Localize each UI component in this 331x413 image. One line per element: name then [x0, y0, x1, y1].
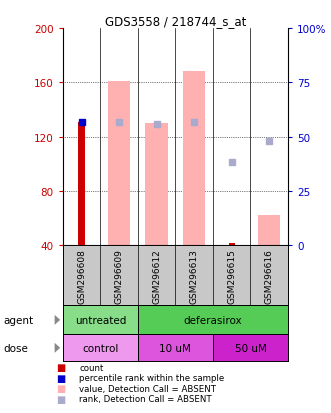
Text: ■: ■ [56, 373, 66, 383]
Text: 10 uM: 10 uM [160, 343, 191, 353]
Text: GSM296609: GSM296609 [115, 248, 124, 303]
Text: 50 uM: 50 uM [235, 343, 266, 353]
Bar [63, 335, 138, 361]
Text: untreated: untreated [75, 315, 126, 325]
Bar [183, 72, 206, 246]
Text: count: count [79, 363, 104, 372]
Bar [138, 335, 213, 361]
Text: value, Detection Call = ABSENT: value, Detection Call = ABSENT [79, 384, 216, 393]
Text: GSM296608: GSM296608 [77, 248, 86, 303]
Text: control: control [82, 343, 118, 353]
Bar [78, 122, 85, 246]
Text: ■: ■ [56, 383, 66, 393]
Text: GSM296616: GSM296616 [265, 248, 274, 303]
Title: GDS3558 / 218744_s_at: GDS3558 / 218744_s_at [105, 15, 246, 28]
Text: ■: ■ [56, 394, 66, 404]
Text: deferasirox: deferasirox [184, 315, 242, 325]
Bar [213, 335, 288, 361]
Bar [108, 82, 130, 246]
Polygon shape [55, 343, 60, 353]
Text: GSM296612: GSM296612 [152, 248, 161, 303]
Text: percentile rank within the sample: percentile rank within the sample [79, 373, 225, 382]
Text: agent: agent [3, 315, 33, 325]
Text: GSM296613: GSM296613 [190, 248, 199, 303]
Bar [258, 216, 280, 246]
Text: ■: ■ [56, 363, 66, 373]
Text: GSM296615: GSM296615 [227, 248, 236, 303]
Text: rank, Detection Call = ABSENT: rank, Detection Call = ABSENT [79, 394, 212, 403]
Text: dose: dose [3, 343, 28, 353]
Polygon shape [55, 315, 60, 325]
Bar [228, 243, 235, 246]
Bar [63, 306, 138, 335]
Bar [138, 306, 288, 335]
Bar [145, 124, 168, 246]
